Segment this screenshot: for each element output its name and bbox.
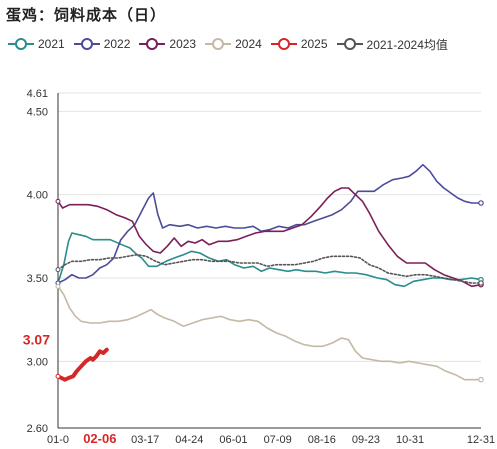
legend-swatch [205, 38, 232, 50]
series-line-2023 [57, 187, 482, 288]
series-end-marker [478, 376, 484, 383]
series-line-2025 [56, 347, 109, 382]
legend-label: 2024 [235, 37, 262, 51]
legend-swatch-marker [277, 38, 290, 50]
series-start-marker [55, 267, 61, 273]
x-tick-label: 04-24 [175, 434, 203, 446]
page-title: 蛋鸡：饲料成本（日） [6, 6, 167, 24]
legend-item[interactable]: 2024 [205, 37, 262, 51]
legend-label: 2021 [38, 37, 65, 51]
x-tick-label: 08-16 [308, 434, 336, 446]
legend-swatch [336, 38, 363, 50]
y-tick-label: 4.61 [27, 88, 48, 100]
legend-label: 2021-2024均值 [366, 37, 448, 52]
legend-item[interactable]: 2021-2024均值 [336, 36, 448, 53]
legend-item[interactable]: 2022 [73, 37, 131, 51]
x-tick-label: 03-17 [131, 434, 159, 446]
y-tick-label: 2.60 [27, 423, 48, 435]
series-end-marker [478, 280, 484, 286]
y-tick-label: 4.00 [27, 190, 48, 202]
series-end-marker [478, 200, 484, 206]
x-tick-label: 01-0 [47, 434, 69, 446]
x-tick-label-highlight: 02-06 [83, 431, 116, 446]
legend-label: 2023 [169, 37, 197, 51]
series-start-marker [55, 198, 61, 204]
x-tick-label: 09-23 [352, 434, 380, 446]
series-line-2024 [57, 285, 482, 381]
y-tick-label: 3.50 [27, 273, 48, 285]
legend-swatch-marker [15, 38, 27, 50]
legend-swatch [270, 38, 297, 50]
highlight-value-label: 3.07 [23, 332, 50, 348]
x-tick-label: 10-31 [396, 434, 424, 446]
legend-swatch-marker [80, 38, 93, 50]
x-tick-label: 07-09 [264, 434, 292, 446]
legend-item[interactable]: 2025 [270, 37, 328, 51]
legend-swatch [8, 38, 34, 50]
series-line-2021 [57, 232, 482, 288]
series-start-marker [55, 283, 61, 289]
chart-legend: 2021 2022 2023 2024 2025 2021-2024均值 [8, 34, 457, 54]
legend-label: 2025 [300, 37, 328, 51]
legend-item[interactable]: 2023 [139, 37, 196, 51]
legend-swatch [73, 38, 100, 50]
y-tick-label: 3.00 [27, 356, 48, 368]
series-line-2021-2024均值 [57, 253, 482, 284]
legend-swatch-marker [146, 38, 159, 50]
legend-swatch-marker [212, 38, 225, 50]
legend-item[interactable]: 2021 [8, 37, 65, 51]
legend-swatch [139, 38, 166, 50]
y-tick-label: 4.50 [27, 106, 48, 118]
series-start-marker [55, 373, 61, 379]
legend-swatch-marker [343, 38, 356, 50]
legend-label: 2022 [103, 37, 131, 51]
x-tick-label: 12-31 [467, 434, 495, 446]
x-tick-label: 06-01 [219, 434, 247, 446]
